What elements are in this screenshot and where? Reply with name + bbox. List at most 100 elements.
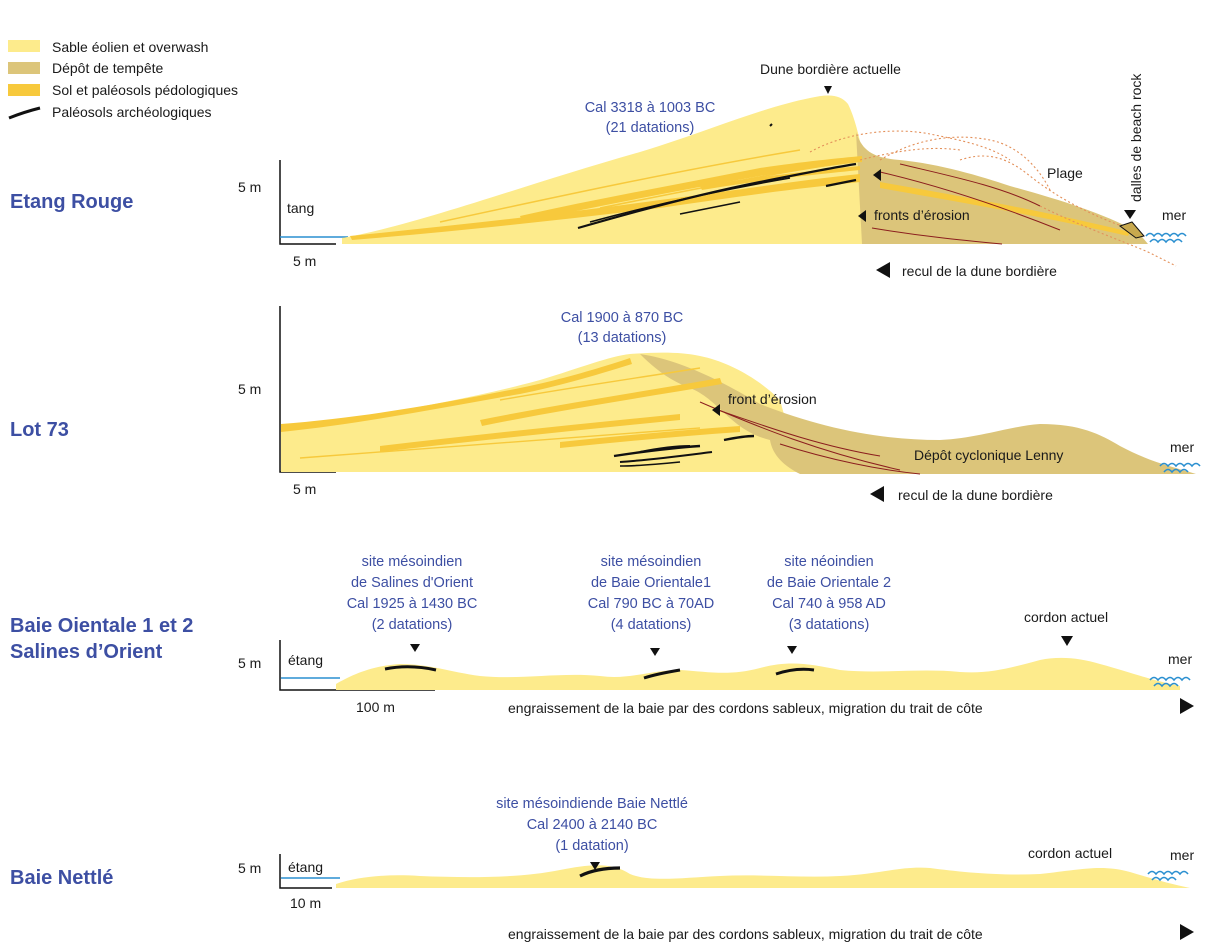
etang-label: étang — [288, 859, 323, 875]
profile-title: Etang Rouge — [10, 191, 133, 213]
former-dune-outline — [959, 155, 1141, 233]
progradation-label: engraissement de la baie par des cordons… — [508, 926, 983, 942]
site-label: site mésoindiende Baie Nettlé — [496, 796, 688, 812]
storm-deposit — [640, 354, 1196, 474]
vertical-scale-label: 5 m — [238, 655, 261, 671]
sand-lamina — [599, 161, 851, 209]
dune-label: Dune bordière actuelle — [760, 61, 901, 77]
site-label: site mésoindien — [362, 554, 463, 570]
site-label: de Salines d'Orient — [351, 575, 473, 591]
horizontal-scale-label: 10 m — [290, 895, 321, 911]
profile-title: Baie Oientale 1 et 2 — [10, 615, 193, 637]
site-label: de Baie Orientale 2 — [767, 575, 891, 591]
paleosol-archaeological — [643, 668, 681, 680]
site-label: (4 datations) — [611, 617, 692, 633]
site-marker — [590, 862, 600, 870]
beachrock-marker — [1124, 210, 1136, 219]
soil-layer — [520, 156, 862, 222]
erosion-arrow — [712, 404, 720, 416]
sand-lamina — [499, 367, 701, 401]
paleosol-archaeological — [619, 461, 681, 467]
erosion-front — [717, 409, 881, 457]
profile-baie-nettle: Baie Nettlé 5 m 10 m étang site mésoindi… — [10, 796, 1194, 942]
paleosol-archaeological — [825, 178, 857, 188]
progradation-arrow — [1180, 698, 1194, 714]
etang-label: étang — [288, 652, 323, 668]
etang-label: tang — [287, 200, 314, 216]
paleosol-archaeological — [579, 866, 621, 878]
site-label: Cal 740 à 958 AD — [772, 596, 886, 612]
soil-layer — [281, 358, 632, 432]
sea-waves — [1145, 232, 1187, 244]
paleosol-archaeological — [639, 445, 691, 453]
sand-lamina — [299, 427, 701, 459]
sea-label: mer — [1170, 439, 1194, 455]
site-annotation: site néoindien de Baie Orientale 2 Cal 7… — [767, 554, 891, 654]
horizontal-scale-label: 100 m — [356, 699, 395, 715]
site-label: site mésoindien — [601, 554, 702, 570]
erosion-arrow — [858, 210, 866, 222]
site-label: Cal 2400 à 2140 BC — [527, 817, 658, 833]
erosion-front — [879, 171, 1061, 231]
retreat-arrow — [870, 486, 884, 502]
profile-title: Baie Nettlé — [10, 867, 113, 889]
site-label: (1 datation) — [555, 838, 628, 854]
sea-waves — [1159, 462, 1201, 474]
site-label: (3 datations) — [789, 617, 870, 633]
vertical-scale-label: 5 m — [238, 860, 261, 876]
sea-label: mer — [1162, 207, 1186, 223]
paleosol-archaeological — [769, 123, 773, 127]
site-label: de Baie Orientale1 — [591, 575, 711, 591]
aeolian-dune — [342, 95, 864, 244]
site-marker — [410, 644, 420, 652]
former-dune-outline — [1039, 205, 1177, 267]
soil-layer — [350, 174, 860, 240]
paleosol-archaeological — [589, 177, 791, 223]
vertical-scale-label: 5 m — [238, 381, 261, 397]
soil-layer — [380, 414, 680, 452]
horizontal-scale-label: 5 m — [293, 481, 316, 497]
scale-bar — [279, 160, 336, 245]
legend-label-soil: Sol et paléosols pédologiques — [52, 82, 238, 98]
legend-swatch-soil — [8, 84, 40, 96]
site-label: site néoindien — [784, 554, 874, 570]
former-dune-outline — [809, 130, 1011, 161]
legend-swatch-storm-deposit — [8, 62, 40, 74]
sea-label: mer — [1168, 651, 1192, 667]
date-range: Cal 1900 à 870 BC — [561, 310, 684, 326]
soil-layer — [560, 426, 740, 448]
site-annotation: site mésoindien de Salines d'Orient Cal … — [347, 554, 477, 652]
date-range: Cal 3318 à 1003 BC — [585, 100, 716, 116]
horizontal-scale-label: 5 m — [293, 253, 316, 269]
sea-waves — [1149, 676, 1191, 688]
paleosol-archaeological — [577, 162, 857, 230]
profile-baie-orientale: Baie Oientale 1 et 2 Salines d’Orient 5 … — [10, 554, 1194, 716]
cordon-label: cordon actuel — [1024, 609, 1108, 625]
erosion-front — [779, 443, 921, 475]
site-label: (2 datations) — [372, 617, 453, 633]
erosion-front — [899, 163, 1041, 207]
erosion-front-label: front d’érosion — [728, 391, 817, 407]
erosion-arrow — [873, 169, 881, 181]
legend: Sable éolien et overwash Dépôt de tempêt… — [8, 39, 238, 120]
progradation-label: engraissement de la baie par des cordons… — [508, 700, 983, 716]
erosion-front — [699, 401, 901, 471]
plage-label: Plage — [1047, 165, 1083, 181]
paleosol-archaeological — [679, 201, 741, 215]
paleosol-archaeological — [619, 451, 713, 463]
profile-lot-73: Lot 73 5 m 5 m Cal 1900 à 870 BC (13 dat… — [10, 306, 1201, 503]
dune-marker — [824, 86, 832, 94]
storm-deposit — [856, 132, 1148, 244]
sand-lamina — [439, 149, 801, 223]
retreat-arrow — [876, 262, 890, 278]
paleosol-archaeological — [613, 444, 701, 458]
progradation-arrow — [1180, 924, 1194, 940]
retreat-label: recul de la dune bordière — [902, 263, 1057, 279]
legend-swatch-paleosol — [8, 106, 41, 120]
legend-label-storm-deposit: Dépôt de tempête — [52, 60, 164, 76]
scale-bar — [279, 854, 332, 889]
former-dune-outline — [879, 136, 1051, 191]
legend-label-paleosol: Paléosols archéologiques — [52, 104, 212, 120]
erosion-front — [871, 227, 1003, 245]
